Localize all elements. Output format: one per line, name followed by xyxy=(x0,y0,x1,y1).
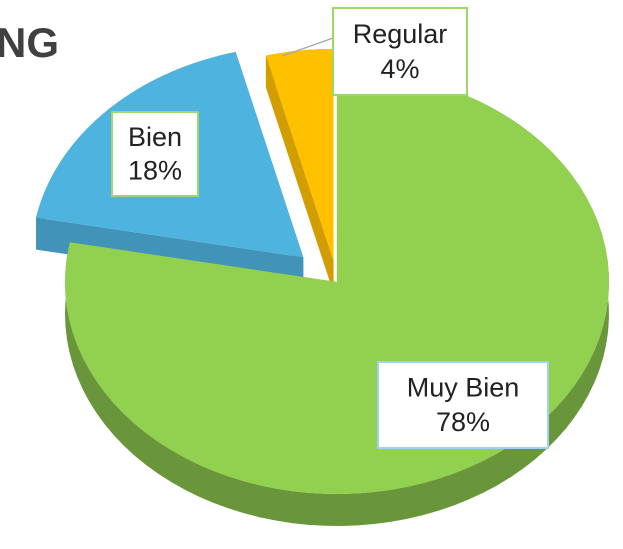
leader-line xyxy=(281,37,334,57)
data-label-category: Muy Bien xyxy=(407,373,520,403)
data-label-box xyxy=(332,7,468,96)
pie-slice xyxy=(265,48,334,261)
data-label-box xyxy=(377,361,549,449)
data-label-category: Bien xyxy=(128,122,182,152)
data-label-value: 4% xyxy=(380,54,419,84)
slice-wall xyxy=(265,55,334,293)
data-label-box xyxy=(111,111,199,197)
chart-title: NG xyxy=(0,19,59,66)
data-label-value: 78% xyxy=(436,407,490,437)
data-label-value: 18% xyxy=(128,156,182,186)
data-label-category: Regular xyxy=(353,19,448,49)
